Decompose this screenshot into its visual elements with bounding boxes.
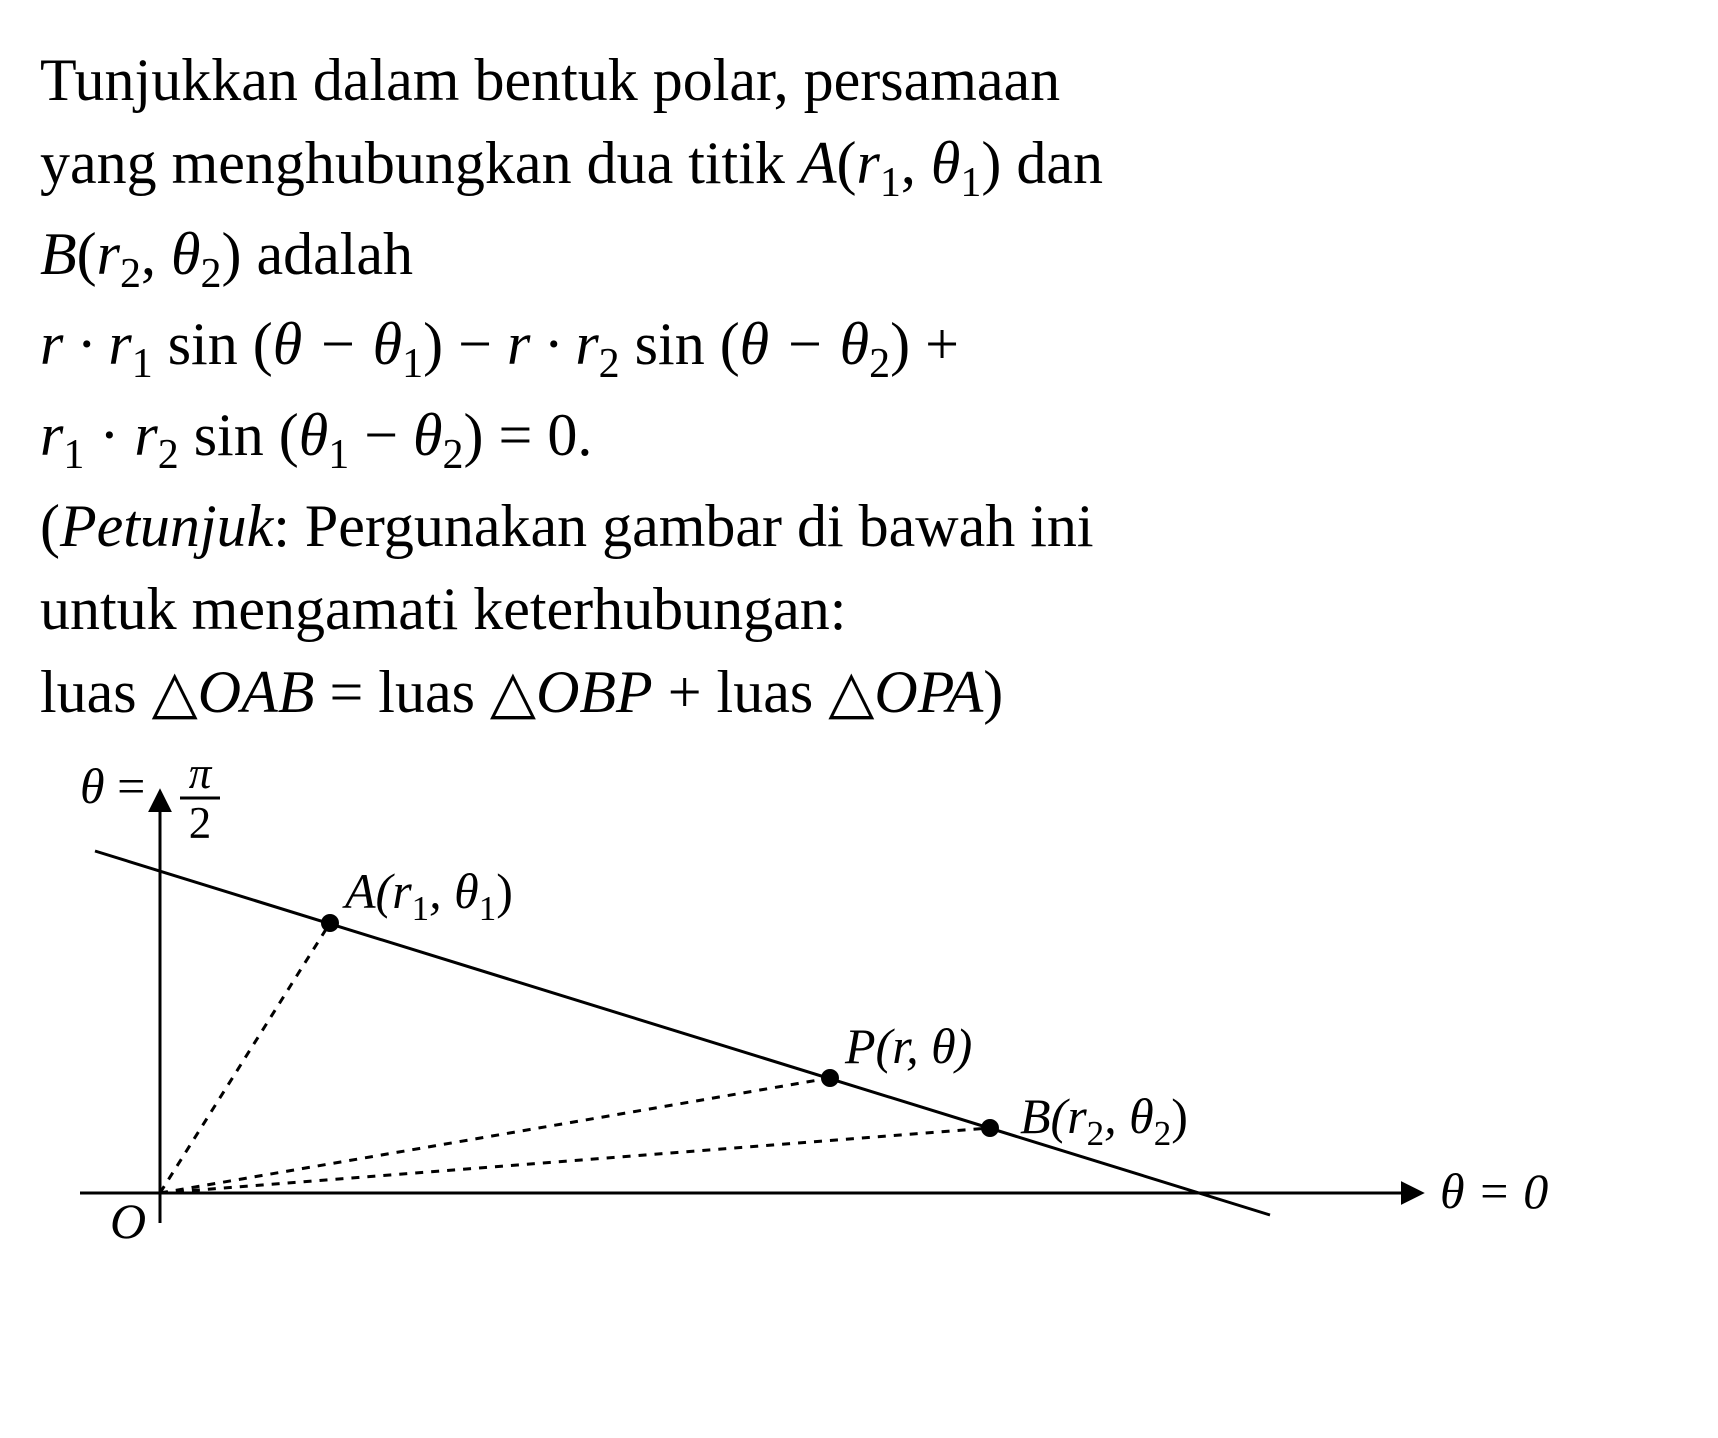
svg-text:O: O [110, 1193, 146, 1249]
text-8c: = luas △ [314, 659, 536, 725]
text-8f: OPA [874, 659, 983, 725]
text-2e: 1 [880, 160, 901, 206]
text-line-6: (Petunjuk: Pergunakan gambar di bawah in… [40, 486, 1640, 567]
svg-text:θ = 0: θ = 0 [1440, 1163, 1548, 1219]
text-6b: Petunjuk [60, 493, 273, 559]
text-8d: OBP [536, 659, 653, 725]
svg-text:P(r, θ): P(r, θ) [844, 1018, 972, 1074]
text-2c: ( [837, 130, 857, 196]
text-4g: r · r [507, 311, 599, 377]
text-8a: luas △ [40, 659, 198, 725]
text-line-4: r · r1 sin (θ − θ1) − r · r2 sin (θ − θ2… [40, 304, 1640, 393]
text-3c: r [97, 221, 120, 287]
text-3f: θ [171, 221, 200, 287]
text-4i: sin ( [620, 311, 740, 377]
text-4e: 1 [402, 341, 423, 387]
text-line-7: untuk mengamati keterhubungan: [40, 569, 1640, 650]
text-3a: B [40, 221, 77, 287]
svg-text:2: 2 [189, 798, 212, 848]
text-4k: 2 [869, 341, 890, 387]
svg-text:A(r1, θ1): A(r1, θ1) [342, 863, 513, 928]
text-3h: ) adalah [221, 221, 413, 287]
svg-text:π: π [189, 753, 213, 798]
text-8g: ) [983, 659, 1003, 725]
text-2f: , [901, 130, 931, 196]
text-5k: 2 [443, 432, 464, 478]
text-3d: 2 [120, 251, 141, 297]
svg-text:θ =: θ = [80, 758, 145, 814]
text-2h: 1 [960, 160, 981, 206]
text-4d: θ − θ [273, 311, 402, 377]
text-5e: 2 [158, 432, 179, 478]
text-2d: r [857, 130, 880, 196]
text-5h: 1 [328, 432, 349, 478]
polar-diagram: θ = π2 A(r1, θ1) P(r, θ) B(r2, θ2) θ = 0 O [40, 753, 1640, 1253]
text-4j: θ − θ [740, 311, 869, 377]
text-line-3: B(r2, θ2) adalah [40, 214, 1640, 303]
text-5g: θ [299, 402, 328, 468]
text-line-8: luas △OAB = luas △OBP + luas △OPA) [40, 652, 1640, 733]
text-3e: , [141, 221, 171, 287]
text-8e: + luas △ [653, 659, 875, 725]
text-5b: 1 [63, 432, 84, 478]
text-5l: ) = 0. [464, 402, 593, 468]
text-3b: ( [77, 221, 97, 287]
text-4l: ) + [890, 311, 959, 377]
text-4f: ) − [423, 311, 507, 377]
text-5a: r [40, 402, 63, 468]
text-5f: sin ( [179, 402, 299, 468]
text-4h: 2 [599, 341, 620, 387]
text-6a: ( [40, 493, 60, 559]
text-5j: θ [413, 402, 442, 468]
text-2i: ) dan [981, 130, 1103, 196]
problem-text: Tunjukkan dalam bentuk polar, persamaan … [40, 40, 1640, 733]
text-4b: 1 [132, 341, 153, 387]
text-line-5: r1 · r2 sin (θ1 − θ2) = 0. [40, 395, 1640, 484]
text-4a: r · r [40, 311, 132, 377]
text-2b: A [800, 130, 837, 196]
text-4c: sin ( [153, 311, 273, 377]
text-line-2: yang menghubungkan dua titik A(r1, θ1) d… [40, 123, 1640, 212]
text-5d: r [134, 402, 157, 468]
text-8b: OAB [198, 659, 315, 725]
text-3g: 2 [200, 251, 221, 297]
text-5c: · [84, 402, 134, 468]
text-2g: θ [931, 130, 960, 196]
svg-text:B(r2, θ2): B(r2, θ2) [1020, 1088, 1188, 1153]
text-5i: − [349, 402, 413, 468]
text-line-1: Tunjukkan dalam bentuk polar, persamaan [40, 40, 1640, 121]
text-6c: : Pergunakan gambar di bawah ini [273, 493, 1093, 559]
text-2a: yang menghubungkan dua titik [40, 130, 800, 196]
